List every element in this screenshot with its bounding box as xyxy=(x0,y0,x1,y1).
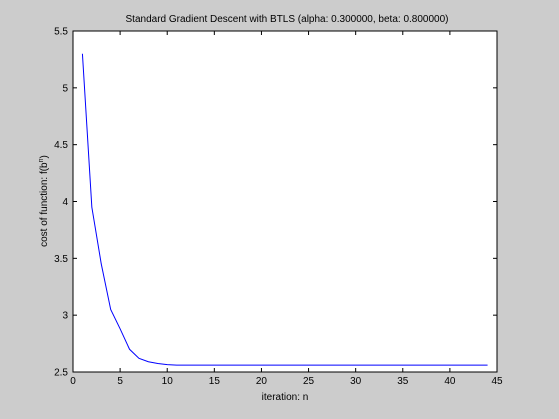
x-tick-label: 15 xyxy=(209,376,221,387)
x-axis-label: iteration: n xyxy=(262,392,309,403)
y-tick-label: 4.5 xyxy=(54,140,68,151)
y-axis-label-sup: n xyxy=(38,158,45,162)
series-group xyxy=(81,53,488,366)
y-tick-label: 3.5 xyxy=(54,254,68,265)
x-tick-label: 5 xyxy=(117,376,123,387)
x-tick-label: 20 xyxy=(256,376,268,387)
y-tick-label: 2.5 xyxy=(54,368,68,379)
y-axis-label-main: cost of function: f(b xyxy=(39,162,50,247)
y-tick-label: 5.5 xyxy=(54,27,68,38)
chart-title: Standard Gradient Descent with BTLS (alp… xyxy=(126,14,449,25)
x-tick-label: 25 xyxy=(303,376,315,387)
x-tick-label: 0 xyxy=(70,376,76,387)
plot-area xyxy=(73,31,497,372)
plot-frame xyxy=(72,30,498,373)
y-tick-label: 5 xyxy=(62,83,68,94)
series-line-0 xyxy=(81,53,488,366)
x-tick-label: 30 xyxy=(350,376,362,387)
y-tick-label: 3 xyxy=(62,311,68,322)
y-tick-label: 4 xyxy=(62,197,68,208)
x-tick-label: 40 xyxy=(444,376,456,387)
y-axis-label-close: ) xyxy=(39,155,50,158)
x-tick-label: 35 xyxy=(397,376,409,387)
x-tick-label: 10 xyxy=(162,376,174,387)
y-axis-label: cost of function: f(bn) xyxy=(38,155,50,247)
x-tick-label: 45 xyxy=(491,376,503,387)
